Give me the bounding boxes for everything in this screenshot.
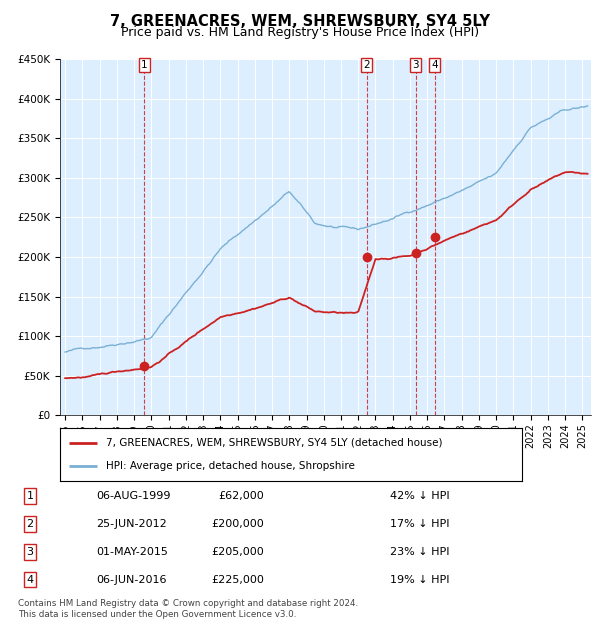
- Text: £200,000: £200,000: [211, 519, 264, 529]
- Text: 7, GREENACRES, WEM, SHREWSBURY, SY4 5LY: 7, GREENACRES, WEM, SHREWSBURY, SY4 5LY: [110, 14, 490, 29]
- Text: 19% ↓ HPI: 19% ↓ HPI: [390, 575, 449, 585]
- Text: Contains HM Land Registry data © Crown copyright and database right 2024.
This d: Contains HM Land Registry data © Crown c…: [18, 599, 358, 619]
- Text: 3: 3: [26, 547, 34, 557]
- Text: 4: 4: [26, 575, 34, 585]
- Text: 2: 2: [363, 60, 370, 70]
- Text: £62,000: £62,000: [218, 491, 264, 501]
- Text: 23% ↓ HPI: 23% ↓ HPI: [390, 547, 449, 557]
- Text: 01-MAY-2015: 01-MAY-2015: [96, 547, 168, 557]
- Text: 7, GREENACRES, WEM, SHREWSBURY, SY4 5LY (detached house): 7, GREENACRES, WEM, SHREWSBURY, SY4 5LY …: [106, 438, 443, 448]
- Text: 42% ↓ HPI: 42% ↓ HPI: [390, 491, 449, 501]
- Text: 1: 1: [26, 491, 34, 501]
- Text: £225,000: £225,000: [211, 575, 264, 585]
- Text: 3: 3: [412, 60, 419, 70]
- Text: 25-JUN-2012: 25-JUN-2012: [96, 519, 167, 529]
- Text: 1: 1: [141, 60, 148, 70]
- Text: 17% ↓ HPI: 17% ↓ HPI: [390, 519, 449, 529]
- Text: 2: 2: [26, 519, 34, 529]
- Text: 06-AUG-1999: 06-AUG-1999: [96, 491, 170, 501]
- Text: 4: 4: [431, 60, 438, 70]
- Text: £205,000: £205,000: [211, 547, 264, 557]
- Text: Price paid vs. HM Land Registry's House Price Index (HPI): Price paid vs. HM Land Registry's House …: [121, 26, 479, 39]
- Text: 06-JUN-2016: 06-JUN-2016: [96, 575, 167, 585]
- Text: HPI: Average price, detached house, Shropshire: HPI: Average price, detached house, Shro…: [106, 461, 355, 471]
